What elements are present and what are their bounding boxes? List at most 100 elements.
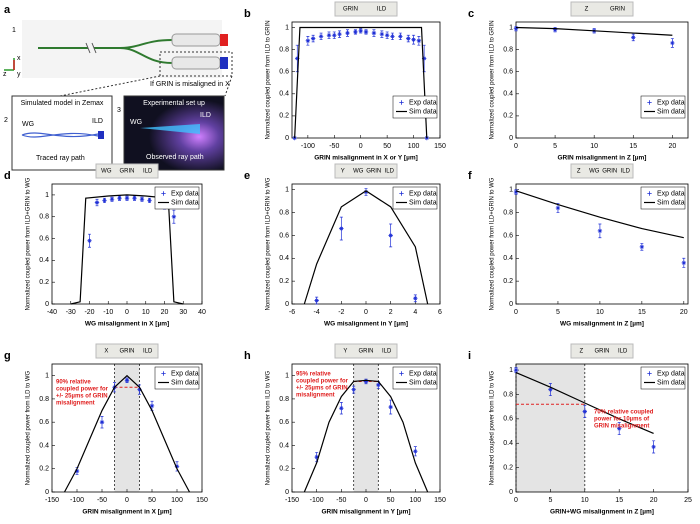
x-tick-label: 100 [408,143,420,150]
sim-label: Traced ray path [36,155,85,162]
x-tick-label: -50 [336,497,346,504]
x-tick-label: 0 [364,497,368,504]
legend-swatch [161,191,166,196]
inset-label: GRIN [610,7,625,13]
inset-label: ILD [618,349,628,355]
annotation: 70% relative coupled [594,410,654,416]
y-tick-label: 1 [285,24,289,31]
x-tick-label: 4 [413,309,417,316]
y-tick-label: 0.8 [503,209,513,216]
y-tick-label: 0.2 [279,466,289,473]
data-point [337,31,342,37]
data-point [318,34,324,39]
axis-arrows [4,58,15,71]
data-point [363,379,369,384]
y-tick-label: 1 [285,187,289,194]
data-point [371,30,377,36]
inset-label: GRIN [359,349,374,355]
y-tick-label: 0 [509,489,513,496]
x-tick-label: 20 [650,497,658,504]
legend-label: Exp data [171,370,199,377]
data-point [174,464,180,469]
legend-swatch [647,371,652,376]
plot-frame [291,21,441,139]
data-point [651,444,656,450]
y-tick-label: 0 [509,135,513,142]
y-tick-label: 0.6 [503,69,513,76]
y-tick-label: 0.6 [279,69,289,76]
inset-label: WG [353,169,364,175]
y-tick-label: 0.4 [279,91,289,98]
data-point [345,30,350,36]
annotation: coupled power for [296,379,349,385]
inset-label: GRIN [343,7,358,13]
sim-line [303,190,429,305]
x-tick-label: 6 [438,309,442,316]
data-point [416,38,422,43]
grin-lens [171,56,221,70]
annotation: +/- 25µms of GRIN [56,394,108,400]
y-tick-label: 0.6 [39,235,49,242]
inset-label: X [104,349,108,355]
data-point [314,454,319,460]
sim-line [294,26,428,139]
legend-swatch [399,191,404,196]
inset [570,343,634,359]
x-tick-label: -150 [45,497,59,504]
break-mark [85,42,97,54]
data-point [124,195,130,201]
data-point [388,404,393,410]
x-tick-label: 50 [148,497,156,504]
x-tick-label: -4 [314,309,320,316]
y-tick-label: 1 [45,192,49,199]
legend-label: Sim data [171,199,199,206]
data-point [597,228,603,234]
panel-label: i [468,350,471,362]
y-tick-label: 1 [509,187,513,194]
exp-label: Observed ray path [146,154,204,161]
data-point [513,26,519,31]
grin-lens [171,33,221,47]
y-tick-label: 0.6 [39,419,49,426]
legend-box [154,366,200,390]
legend-label: Sim data [171,379,199,386]
data-point [171,214,177,219]
x-tick-label: -10 [103,309,113,316]
y-tick-label: 0 [285,489,289,496]
y-tick-label: 0.4 [503,91,513,98]
data-point [332,33,337,38]
data-point [326,33,332,38]
x-tick-label: 0 [125,309,129,316]
x-tick-label: 100 [409,497,421,504]
legend-label: Sim data [657,379,685,386]
inset [334,1,398,17]
x-tick-label: 0 [359,143,363,150]
x-axis-label: GRIN misalignment in X or Y [µm] [314,155,418,162]
x-tick-label: -100 [310,497,324,504]
legend-label: Sim data [657,108,685,115]
y-tick-label: 1 [509,24,513,31]
data-point [513,367,519,373]
panel-label: g [4,350,11,362]
panel-label: e [244,170,250,182]
axis-label: x [17,55,21,62]
ray-path [21,132,99,138]
exp-title: Experimental set up [143,100,205,107]
inset-label: ILD [621,169,631,175]
sim-line [303,379,429,493]
shaded-region [114,364,140,492]
data-point [363,189,369,195]
data-point [339,226,344,231]
y-tick-label: 0.2 [503,464,513,471]
x-axis-label: GRIN misalignment in Z [µm] [558,155,647,162]
y-tick-label: 0.4 [279,255,289,262]
x-tick-label: -100 [70,497,84,504]
panel-label: d [4,170,11,182]
y-tick-label: 1 [285,372,289,379]
data-point [424,135,429,141]
x-tick-label: 5 [556,309,560,316]
y-tick-label: 0.6 [279,232,289,239]
y-tick-label: 0.8 [503,391,513,398]
inset [334,343,398,359]
annotation: misalignment [296,393,335,399]
